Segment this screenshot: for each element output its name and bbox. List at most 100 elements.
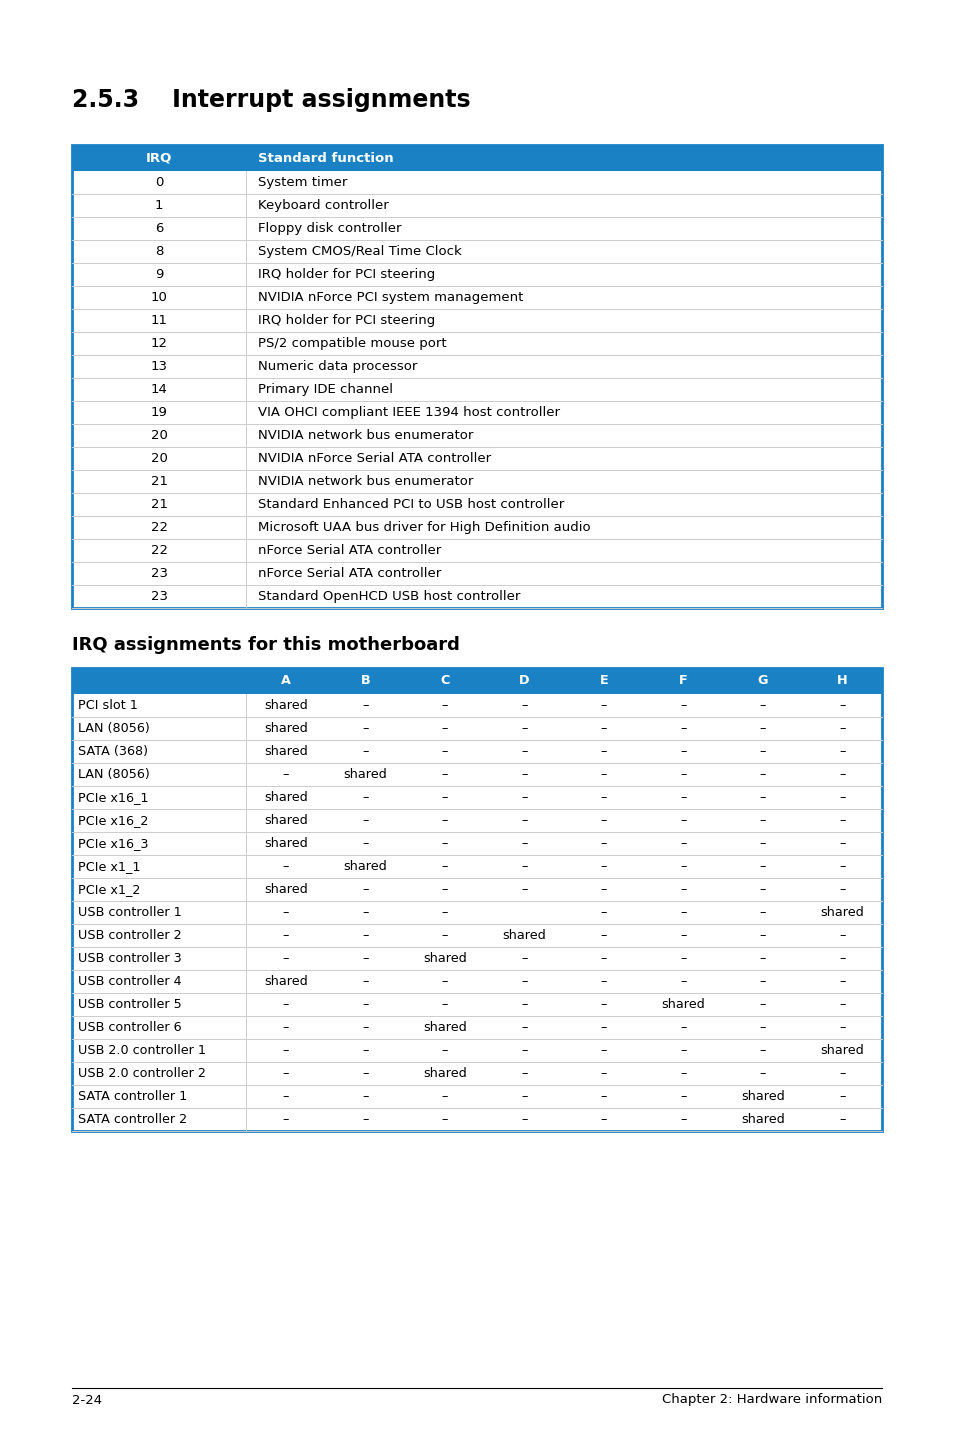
Text: –: – bbox=[441, 906, 448, 919]
Text: Keyboard controller: Keyboard controller bbox=[258, 198, 389, 211]
Text: –: – bbox=[839, 929, 844, 942]
Bar bbox=[71, 833, 882, 856]
Bar bbox=[71, 493, 882, 516]
Text: –: – bbox=[441, 929, 448, 942]
Text: –: – bbox=[839, 768, 844, 781]
Text: –: – bbox=[679, 1044, 686, 1057]
Text: –: – bbox=[839, 699, 844, 712]
Text: 23: 23 bbox=[151, 567, 168, 580]
Text: SATA (368): SATA (368) bbox=[78, 745, 148, 758]
Bar bbox=[71, 194, 882, 217]
Text: –: – bbox=[441, 768, 448, 781]
Text: –: – bbox=[839, 883, 844, 896]
Bar bbox=[71, 562, 882, 585]
Text: –: – bbox=[362, 837, 368, 850]
Text: B: B bbox=[360, 674, 370, 687]
Bar bbox=[71, 217, 882, 240]
Bar bbox=[71, 787, 882, 810]
Text: VIA OHCI compliant IEEE 1394 host controller: VIA OHCI compliant IEEE 1394 host contro… bbox=[258, 406, 559, 418]
Bar bbox=[71, 585, 882, 608]
Text: –: – bbox=[362, 722, 368, 735]
Text: F: F bbox=[679, 674, 687, 687]
Bar bbox=[71, 741, 882, 764]
Text: –: – bbox=[441, 860, 448, 873]
Text: –: – bbox=[282, 1113, 289, 1126]
Text: –: – bbox=[759, 768, 765, 781]
Text: –: – bbox=[520, 1090, 527, 1103]
Text: G: G bbox=[757, 674, 767, 687]
Text: –: – bbox=[362, 998, 368, 1011]
Text: PCI slot 1: PCI slot 1 bbox=[78, 699, 138, 712]
Bar bbox=[71, 1063, 882, 1086]
Text: –: – bbox=[282, 1090, 289, 1103]
Text: shared: shared bbox=[820, 906, 863, 919]
Text: –: – bbox=[759, 699, 765, 712]
Bar bbox=[71, 145, 882, 171]
Text: 19: 19 bbox=[151, 406, 168, 418]
Text: –: – bbox=[441, 883, 448, 896]
Text: USB 2.0 controller 2: USB 2.0 controller 2 bbox=[78, 1067, 206, 1080]
Text: –: – bbox=[441, 837, 448, 850]
Text: 0: 0 bbox=[154, 175, 163, 188]
Text: –: – bbox=[520, 791, 527, 804]
Text: LAN (8056): LAN (8056) bbox=[78, 768, 150, 781]
Text: USB controller 4: USB controller 4 bbox=[78, 975, 181, 988]
Text: shared: shared bbox=[820, 1044, 863, 1057]
Bar bbox=[71, 355, 882, 378]
Bar bbox=[71, 994, 882, 1017]
Bar bbox=[71, 240, 882, 263]
Text: SATA controller 1: SATA controller 1 bbox=[78, 1090, 187, 1103]
Text: –: – bbox=[839, 722, 844, 735]
Text: –: – bbox=[759, 883, 765, 896]
Text: –: – bbox=[600, 1021, 606, 1034]
Bar bbox=[71, 1040, 882, 1063]
Text: USB controller 3: USB controller 3 bbox=[78, 952, 182, 965]
Text: –: – bbox=[520, 860, 527, 873]
Bar bbox=[71, 309, 882, 332]
Text: shared: shared bbox=[740, 1113, 783, 1126]
Text: Primary IDE channel: Primary IDE channel bbox=[258, 383, 393, 395]
Text: –: – bbox=[600, 722, 606, 735]
Text: shared: shared bbox=[422, 1021, 466, 1034]
Text: –: – bbox=[679, 975, 686, 988]
Text: A: A bbox=[281, 674, 291, 687]
Text: shared: shared bbox=[343, 768, 387, 781]
Text: shared: shared bbox=[264, 699, 308, 712]
Text: –: – bbox=[839, 952, 844, 965]
Text: shared: shared bbox=[264, 722, 308, 735]
Bar bbox=[71, 971, 882, 994]
Text: 22: 22 bbox=[151, 544, 168, 557]
Text: C: C bbox=[439, 674, 449, 687]
Text: –: – bbox=[679, 699, 686, 712]
Text: 21: 21 bbox=[151, 475, 168, 487]
Text: –: – bbox=[441, 699, 448, 712]
Bar bbox=[71, 902, 882, 925]
Text: 23: 23 bbox=[151, 590, 168, 603]
Text: –: – bbox=[520, 814, 527, 827]
Bar bbox=[71, 718, 882, 741]
Text: –: – bbox=[441, 975, 448, 988]
Bar bbox=[71, 470, 882, 493]
Text: –: – bbox=[759, 1044, 765, 1057]
Text: –: – bbox=[679, 791, 686, 804]
Bar bbox=[71, 378, 882, 401]
Text: PCIe x16_1: PCIe x16_1 bbox=[78, 791, 149, 804]
Text: –: – bbox=[839, 860, 844, 873]
Text: 2-24: 2-24 bbox=[71, 1393, 102, 1406]
Text: –: – bbox=[839, 1113, 844, 1126]
Text: IRQ: IRQ bbox=[146, 151, 172, 164]
Text: –: – bbox=[282, 906, 289, 919]
Text: 22: 22 bbox=[151, 521, 168, 533]
Text: Numeric data processor: Numeric data processor bbox=[258, 360, 417, 372]
Bar bbox=[71, 879, 882, 902]
Text: –: – bbox=[759, 1021, 765, 1034]
Text: Standard Enhanced PCI to USB host controller: Standard Enhanced PCI to USB host contro… bbox=[258, 498, 564, 510]
Text: –: – bbox=[282, 998, 289, 1011]
Text: –: – bbox=[679, 1113, 686, 1126]
Text: IRQ holder for PCI steering: IRQ holder for PCI steering bbox=[258, 313, 435, 326]
Text: –: – bbox=[441, 1044, 448, 1057]
Text: –: – bbox=[362, 745, 368, 758]
Text: –: – bbox=[520, 1067, 527, 1080]
Text: –: – bbox=[759, 745, 765, 758]
Text: PCIe x16_3: PCIe x16_3 bbox=[78, 837, 149, 850]
